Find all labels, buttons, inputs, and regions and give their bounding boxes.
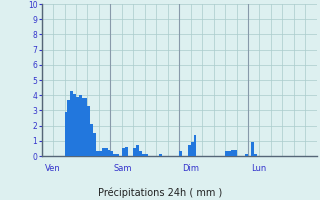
Bar <box>228 151 231 156</box>
Text: Ven: Ven <box>45 164 60 173</box>
Bar <box>82 98 84 156</box>
Bar <box>191 142 194 156</box>
Bar <box>96 151 99 156</box>
Bar <box>188 145 191 156</box>
Bar <box>231 150 234 156</box>
Bar <box>76 97 79 156</box>
Bar <box>179 151 182 156</box>
Bar <box>136 145 139 156</box>
Bar <box>122 148 125 156</box>
Bar <box>65 112 68 156</box>
Bar <box>142 154 145 156</box>
Bar <box>225 151 228 156</box>
Text: Lun: Lun <box>251 164 267 173</box>
Bar <box>68 100 70 156</box>
Bar <box>93 133 96 156</box>
Text: Sam: Sam <box>114 164 132 173</box>
Bar <box>99 151 102 156</box>
Bar <box>105 148 108 156</box>
Bar <box>113 154 116 156</box>
Bar <box>87 106 90 156</box>
Bar <box>194 135 196 156</box>
Bar <box>73 94 76 156</box>
Bar <box>110 151 113 156</box>
Text: Précipitations 24h ( mm ): Précipitations 24h ( mm ) <box>98 188 222 198</box>
Bar <box>70 91 73 156</box>
Bar <box>116 154 119 156</box>
Bar <box>251 142 254 156</box>
Text: Dim: Dim <box>182 164 199 173</box>
Bar <box>254 154 257 156</box>
Bar <box>79 95 82 156</box>
Bar <box>145 154 148 156</box>
Bar <box>159 154 162 156</box>
Bar <box>125 147 128 156</box>
Bar <box>234 150 236 156</box>
Bar <box>133 148 136 156</box>
Bar <box>90 124 93 156</box>
Bar <box>108 150 110 156</box>
Bar <box>139 151 142 156</box>
Bar <box>102 148 105 156</box>
Bar <box>84 98 87 156</box>
Bar <box>245 154 248 156</box>
